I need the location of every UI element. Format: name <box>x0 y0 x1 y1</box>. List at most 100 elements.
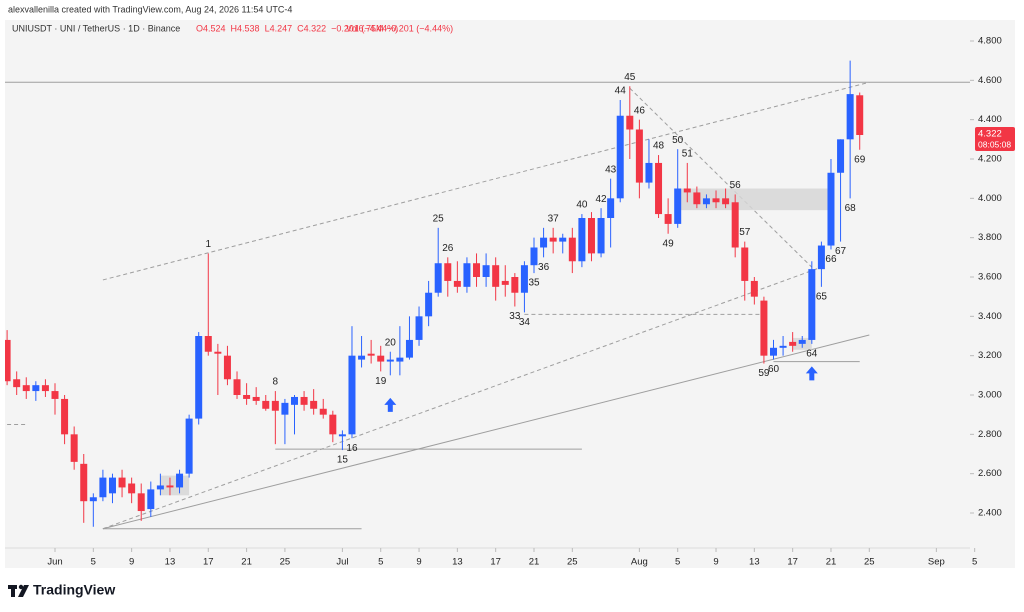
candle-body <box>530 247 538 266</box>
x-tick-label: 9 <box>129 557 134 568</box>
candle-body <box>817 245 825 270</box>
candle-body <box>779 345 787 348</box>
candle-body <box>645 162 653 183</box>
wave-label: 37 <box>548 213 560 224</box>
legend-volume: Vol6.75M −0.201 (−4.44%) <box>346 23 453 33</box>
candle-body <box>51 391 59 399</box>
x-tick-label: 17 <box>203 557 214 568</box>
candle-body <box>281 402 289 415</box>
candle-body <box>80 463 88 502</box>
legend-value: C4.322 <box>297 23 326 33</box>
candle-body <box>453 280 461 287</box>
candle-body <box>32 385 40 392</box>
wave-label: 40 <box>576 200 588 211</box>
x-tick-label: 13 <box>749 557 760 568</box>
x-tick-label: Jul <box>336 557 348 568</box>
candle-body <box>386 359 394 362</box>
candle-body <box>750 280 758 297</box>
candle-body <box>396 357 404 362</box>
x-tick-label: 5 <box>972 557 977 568</box>
candle-body <box>223 355 231 380</box>
candle-body <box>511 277 519 293</box>
candle-body <box>607 198 615 218</box>
candle-body <box>444 263 452 281</box>
y-tick-label: 3.200 <box>978 350 1002 361</box>
candle-body <box>789 341 797 346</box>
candle-body <box>271 400 279 411</box>
up-arrow <box>805 366 818 381</box>
candle-body <box>348 355 356 435</box>
candle-body <box>319 408 327 415</box>
wave-label: 48 <box>653 141 665 152</box>
x-tick-label: 17 <box>787 557 798 568</box>
candle-body <box>760 300 768 356</box>
candle-body <box>808 269 816 340</box>
wave-label: 68 <box>845 203 857 214</box>
candle-body <box>377 355 385 362</box>
candle-body <box>559 237 567 242</box>
zone-box <box>677 188 831 211</box>
x-tick-label: 9 <box>416 557 421 568</box>
y-tick-label: 4.000 <box>978 193 1002 204</box>
candle-body <box>492 265 500 287</box>
x-tick-label: 25 <box>864 557 875 568</box>
candle-body <box>741 247 749 281</box>
wave-label: 16 <box>346 443 358 454</box>
legend-value: H4.538 <box>231 23 260 33</box>
wave-label: 56 <box>730 180 742 191</box>
candle-body <box>405 339 413 358</box>
wave-label: 35 <box>528 278 540 289</box>
candle-body <box>291 396 298 405</box>
y-tick-label: 3.400 <box>978 311 1002 322</box>
candle-body <box>674 188 682 224</box>
candle-body <box>252 396 260 401</box>
wave-label: 46 <box>634 105 646 116</box>
zone-box <box>160 475 190 496</box>
candle-body <box>770 347 777 356</box>
candle-body <box>310 400 318 409</box>
wave-label: 66 <box>825 254 837 265</box>
candle-body <box>616 115 624 199</box>
candle-body <box>587 218 595 254</box>
legend-symbol: UNIUSDT · UNI / TetherUS · 1D · Binance <box>12 23 180 33</box>
candle-body <box>147 489 155 510</box>
candle-body <box>137 493 145 512</box>
candle-body <box>166 485 174 488</box>
candle-body <box>473 263 481 277</box>
candle-body <box>597 218 605 254</box>
wave-label: 60 <box>768 364 780 375</box>
candle-body <box>578 218 586 262</box>
x-tick-label: 5 <box>378 557 383 568</box>
wave-label: 57 <box>739 227 751 238</box>
wave-label: 50 <box>672 135 684 146</box>
wave-label: 44 <box>615 86 627 97</box>
candle-body <box>683 188 691 193</box>
x-tick-label: 17 <box>490 557 501 568</box>
candle-body <box>262 400 270 409</box>
candle-body <box>501 280 509 285</box>
y-tick-label: 3.600 <box>978 272 1002 283</box>
wave-label: 69 <box>854 154 866 165</box>
candle-body <box>70 434 78 462</box>
trend-line <box>102 266 822 530</box>
candle-body <box>549 237 557 242</box>
wave-label: 67 <box>835 246 847 257</box>
y-tick-label: 4.600 <box>978 75 1002 86</box>
candle-body <box>204 336 212 352</box>
candle-body <box>185 418 193 474</box>
wave-label: 36 <box>538 262 550 273</box>
wave-label: 20 <box>385 337 397 348</box>
y-tick-label: 2.400 <box>978 508 1002 519</box>
candle-body <box>856 95 864 136</box>
y-tick-label: 2.800 <box>978 429 1002 440</box>
wave-label: 59 <box>758 368 770 379</box>
trend-line <box>102 334 870 530</box>
candle-body <box>827 172 835 246</box>
y-tick-label: 2.600 <box>978 468 1002 479</box>
candle-body <box>837 139 845 173</box>
wave-label: 43 <box>605 164 617 175</box>
x-tick-label: 13 <box>452 557 463 568</box>
wave-label: 26 <box>442 243 454 254</box>
candle-body <box>358 355 366 360</box>
candle-body <box>425 292 433 317</box>
